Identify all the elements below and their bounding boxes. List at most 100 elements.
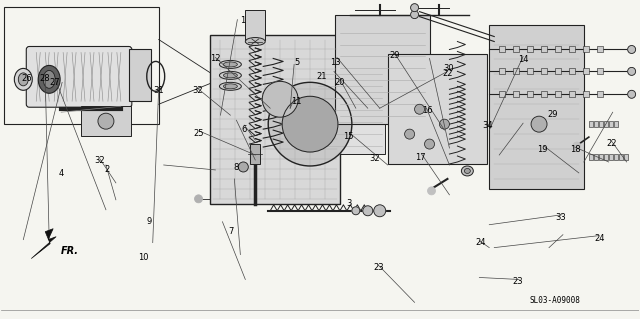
Circle shape <box>424 139 435 149</box>
Bar <box>4 7 159 124</box>
Bar <box>250 144 260 164</box>
Text: 7: 7 <box>228 227 234 236</box>
Bar <box>583 68 589 74</box>
Text: 28: 28 <box>40 74 51 83</box>
Text: 14: 14 <box>518 55 529 64</box>
Text: 9: 9 <box>146 217 152 226</box>
Ellipse shape <box>220 71 241 79</box>
Ellipse shape <box>38 65 60 93</box>
Ellipse shape <box>220 60 241 68</box>
Text: 15: 15 <box>342 132 353 141</box>
Text: 27: 27 <box>50 78 60 87</box>
Text: 24: 24 <box>475 238 486 247</box>
Text: 32: 32 <box>95 157 105 166</box>
Text: 34: 34 <box>482 121 493 130</box>
Bar <box>604 154 608 160</box>
Text: 1: 1 <box>240 16 245 25</box>
Text: 16: 16 <box>422 106 433 115</box>
Bar <box>594 121 598 127</box>
Bar <box>211 34 340 204</box>
Text: 20: 20 <box>335 78 345 87</box>
Bar <box>541 91 547 97</box>
Ellipse shape <box>19 73 28 86</box>
Bar <box>614 121 618 127</box>
Text: 32: 32 <box>192 86 203 95</box>
Bar <box>619 154 623 160</box>
Polygon shape <box>31 229 56 259</box>
Bar <box>589 154 593 160</box>
Bar <box>596 68 603 74</box>
Bar <box>489 25 584 189</box>
Bar <box>596 91 603 97</box>
Ellipse shape <box>220 82 241 90</box>
Bar <box>499 68 505 74</box>
Bar <box>555 47 561 52</box>
Text: 12: 12 <box>210 54 221 63</box>
Text: 8: 8 <box>234 163 239 173</box>
Bar <box>513 47 519 52</box>
Circle shape <box>352 207 360 215</box>
Bar <box>555 68 561 74</box>
Text: 31: 31 <box>154 86 164 95</box>
Bar <box>245 10 265 40</box>
Bar <box>569 68 575 74</box>
Bar <box>513 91 519 97</box>
Bar <box>623 154 628 160</box>
Bar <box>599 154 603 160</box>
Circle shape <box>628 46 636 54</box>
Bar <box>541 47 547 52</box>
Circle shape <box>262 81 298 117</box>
FancyBboxPatch shape <box>26 47 132 107</box>
Ellipse shape <box>44 70 55 88</box>
Ellipse shape <box>245 38 265 46</box>
Bar <box>589 121 593 127</box>
Text: 22: 22 <box>442 69 452 78</box>
Ellipse shape <box>14 68 32 90</box>
Text: 6: 6 <box>242 125 247 134</box>
Bar <box>569 91 575 97</box>
Text: 4: 4 <box>58 169 64 178</box>
Bar <box>513 68 519 74</box>
Text: 11: 11 <box>291 97 301 106</box>
Text: 2: 2 <box>104 166 109 174</box>
Text: 33: 33 <box>556 213 566 222</box>
Text: 5: 5 <box>294 58 300 67</box>
Bar <box>569 47 575 52</box>
Ellipse shape <box>223 84 237 89</box>
Text: 19: 19 <box>537 145 547 153</box>
Text: 23: 23 <box>373 263 384 272</box>
Circle shape <box>428 187 435 195</box>
Text: 22: 22 <box>607 138 617 148</box>
Bar <box>527 68 533 74</box>
Bar <box>609 121 612 127</box>
Bar <box>614 154 618 160</box>
Bar <box>604 121 608 127</box>
Bar <box>81 106 131 136</box>
Bar <box>499 91 505 97</box>
Circle shape <box>628 90 636 98</box>
Text: 29: 29 <box>389 51 400 60</box>
Ellipse shape <box>223 73 237 78</box>
Text: 17: 17 <box>415 152 426 161</box>
Circle shape <box>98 113 114 129</box>
Bar <box>527 47 533 52</box>
Text: 10: 10 <box>138 253 149 262</box>
Text: 18: 18 <box>571 145 581 153</box>
Ellipse shape <box>223 62 237 67</box>
Text: SL03-A09008: SL03-A09008 <box>529 296 580 305</box>
Text: 13: 13 <box>330 58 340 67</box>
Circle shape <box>282 96 338 152</box>
Text: 29: 29 <box>548 110 558 119</box>
Circle shape <box>404 129 415 139</box>
Text: 23: 23 <box>513 277 524 286</box>
Circle shape <box>440 119 449 129</box>
Text: 30: 30 <box>443 64 454 73</box>
Bar <box>541 68 547 74</box>
Circle shape <box>363 206 372 216</box>
Bar <box>388 55 487 164</box>
Circle shape <box>195 195 202 203</box>
Circle shape <box>628 67 636 75</box>
Text: 32: 32 <box>369 153 380 162</box>
Text: 24: 24 <box>595 234 605 243</box>
Text: FR.: FR. <box>61 246 79 256</box>
